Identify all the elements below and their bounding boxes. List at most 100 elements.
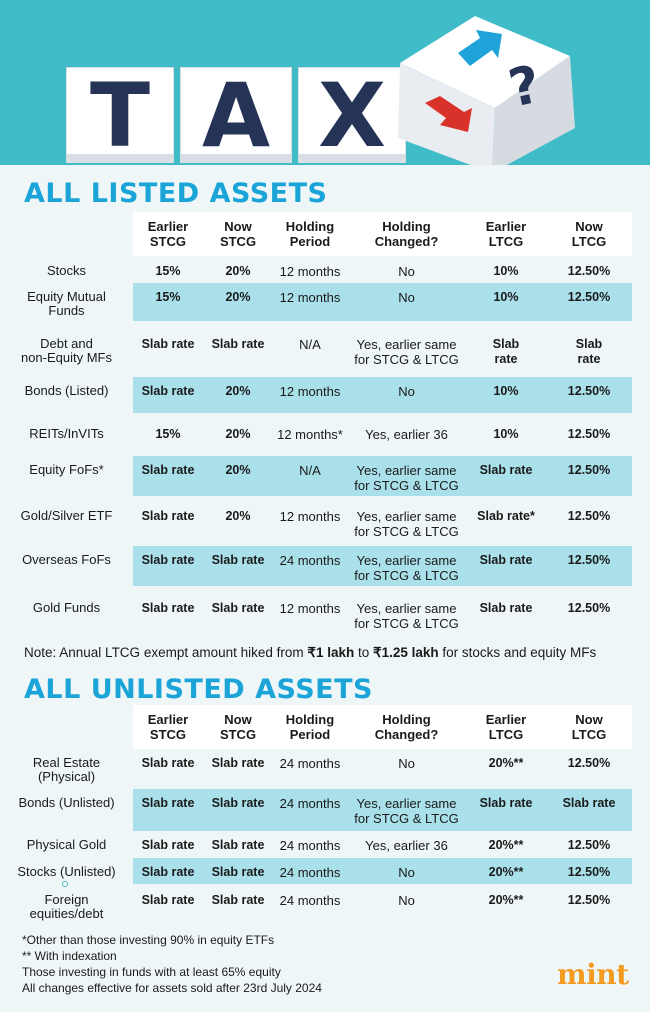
- cell-earlier-stcg: Slab rate: [141, 796, 195, 810]
- row-cells: Slab rate Slab rate N/A Yes, earlier same f…: [133, 330, 632, 377]
- cell-holding: 24 months: [279, 838, 341, 853]
- header-banner: T A X ?: [0, 0, 650, 165]
- asset-label: Physical Gold: [26, 837, 107, 852]
- cell-now-stcg: 20%: [225, 384, 251, 398]
- cell-changed: Yes, earlier same for STCG & LTCG: [354, 796, 459, 826]
- cell-changed: Yes, earlier same for STCG & LTCG: [354, 601, 459, 631]
- table-row: REITs/InVITs 15% 20% 12 months* Yes, earlier…: [0, 420, 650, 456]
- cell-now-stcg: 20%: [225, 509, 251, 523]
- cell-now-ltcg: 12.50%: [567, 290, 611, 304]
- asset-label: Real Estate (Physical): [32, 755, 101, 784]
- row-cells: Slab rate Slab rate 24 months No 20%** 12.50%: [133, 858, 632, 884]
- cell-changed: Yes, earlier 36: [365, 838, 448, 853]
- footnote: Those investing in funds with at least 6…: [22, 965, 281, 979]
- cell-now-ltcg: 12.50%: [567, 865, 611, 879]
- cell-now-stcg: 20%: [225, 264, 251, 278]
- row-cells: Slab rate Slab rate 12 months Yes, earlier …: [133, 594, 632, 638]
- table-row: Bonds (Unlisted) Slab rate Slab rate 24 mon…: [0, 789, 650, 831]
- cell-now-stcg: Slab rate: [211, 838, 265, 852]
- cell-earlier-stcg: Slab rate: [141, 893, 195, 907]
- mint-logo: mint: [557, 958, 629, 991]
- cell-now-stcg: Slab rate: [211, 553, 265, 567]
- unlisted-header-row: Earlier STCG Now STCG Holding Period Hol…: [133, 705, 632, 749]
- table-row: Equity Mutual Funds 15% 20% 12 months No 10% 1…: [0, 283, 650, 321]
- cell-now-stcg: Slab rate: [211, 796, 265, 810]
- cell-now-stcg: Slab rate: [211, 893, 265, 907]
- cell-earlier-stcg: Slab rate: [141, 553, 195, 567]
- cell-holding: 24 months: [279, 553, 341, 568]
- cell-holding: 24 months: [279, 865, 341, 880]
- cell-now-ltcg: 12.50%: [567, 509, 611, 523]
- cell-now-ltcg: 12.50%: [567, 756, 611, 770]
- tax-letter-a: A: [180, 64, 292, 165]
- cell-holding: 24 months: [279, 796, 341, 811]
- cell-earlier-stcg: Slab rate: [141, 756, 195, 770]
- table-row: Overseas FoFs Slab rate Slab rate 24 months…: [0, 546, 650, 586]
- row-cells: Slab rate Slab rate 24 months Yes, earlier …: [133, 789, 632, 831]
- col-earlier-stcg: Earlier STCG: [147, 219, 189, 249]
- col-earlier-ltcg: Earlier LTCG: [485, 219, 527, 249]
- unlisted-title: ALL UNLISTED ASSETS: [24, 674, 373, 705]
- cell-now-stcg: Slab rate: [211, 756, 265, 770]
- tax-letter-t: T: [66, 64, 174, 165]
- asset-label: Debt and non-Equity MFs: [20, 336, 113, 365]
- cell-earlier-ltcg: 20%**: [488, 838, 524, 852]
- footnote: All changes effective for assets sold af…: [22, 981, 322, 995]
- asset-label: Stocks (Unlisted): [17, 864, 116, 879]
- ltcg-note: Note: Annual LTCG exempt amount hiked fr…: [24, 645, 596, 661]
- cell-earlier-stcg: Slab rate: [141, 463, 195, 477]
- cell-now-ltcg: Slab rate: [575, 337, 603, 366]
- col-holding-changed: Holding Changed?: [374, 712, 439, 742]
- cell-holding: 12 months: [279, 290, 341, 305]
- cell-now-ltcg: 12.50%: [567, 893, 611, 907]
- cell-earlier-ltcg: 10%: [493, 290, 519, 304]
- row-cells: 15% 20% 12 months* Yes, earlier 36 10% 12.50%: [133, 420, 632, 456]
- note-prefix: Note: Annual LTCG exempt amount hiked fr…: [24, 645, 308, 660]
- table-row: Physical Gold Slab rate Slab rate 24 months…: [0, 831, 650, 858]
- table-row: Real Estate (Physical) Slab rate Slab rate…: [0, 749, 650, 789]
- cell-earlier-stcg: Slab rate: [141, 838, 195, 852]
- asset-label: Bonds (Unlisted): [18, 795, 115, 810]
- asset-label: Equity Mutual Funds: [27, 289, 106, 318]
- table-row: Equity FoFs* Slab rate 20% N/A Yes, earlier …: [0, 456, 650, 496]
- tax-cube-icon: ?: [398, 16, 575, 165]
- asset-label: REITs/InVITs: [29, 426, 104, 441]
- cell-earlier-ltcg: Slab rate: [479, 553, 533, 567]
- cell-now-stcg: 20%: [225, 463, 251, 477]
- cell-earlier-stcg: Slab rate: [141, 601, 195, 615]
- cell-holding: 12 months*: [277, 427, 343, 442]
- row-cells: 15% 20% 12 months No 10% 12.50%: [133, 283, 632, 321]
- row-cells: Slab rate Slab rate 24 months No 20%** 12.50%: [133, 886, 632, 922]
- table-row: Gold/Silver ETF Slab rate 20% 12 months Yes,…: [0, 502, 650, 546]
- cell-changed: No: [398, 264, 415, 279]
- cell-holding: N/A: [299, 463, 321, 478]
- row-cells: Slab rate 20% 12 months Yes, earlier same f…: [133, 502, 632, 546]
- cell-now-stcg: 20%: [225, 290, 251, 304]
- note-middle: to: [354, 645, 374, 660]
- asset-label: Gold/Silver ETF: [20, 508, 113, 523]
- cell-earlier-ltcg: 10%: [493, 427, 519, 441]
- cell-changed: No: [398, 756, 415, 771]
- cell-earlier-stcg: 15%: [155, 427, 181, 441]
- cell-now-ltcg: 12.50%: [567, 264, 611, 278]
- table-row: Stocks (Unlisted) Slab rate Slab rate 24 mo…: [0, 858, 650, 884]
- cell-holding: 12 months: [279, 384, 341, 399]
- cell-earlier-ltcg: 10%: [493, 384, 519, 398]
- cell-changed: No: [398, 865, 415, 880]
- cell-holding: 12 months: [279, 264, 341, 279]
- dot-marker: [62, 881, 68, 887]
- cell-now-ltcg: 12.50%: [567, 553, 611, 567]
- note-suffix: for stocks and equity MFs: [438, 645, 597, 660]
- row-cells: 15% 20% 12 months No 10% 12.50%: [133, 257, 632, 283]
- table-row: Gold Funds Slab rate Slab rate 12 months Yes…: [0, 594, 650, 638]
- row-cells: Slab rate Slab rate 24 months Yes, earlier …: [133, 831, 632, 858]
- row-cells: Slab rate 20% N/A Yes, earlier same for STC…: [133, 456, 632, 496]
- table-row: Stocks 15% 20% 12 months No 10% 12.50%: [0, 257, 650, 283]
- footnote: *Other than those investing 90% in equit…: [22, 933, 275, 947]
- col-holding-period: Holding Period: [285, 219, 335, 249]
- col-now-stcg: Now STCG: [219, 712, 257, 742]
- col-now-ltcg: Now LTCG: [571, 219, 607, 249]
- cell-now-ltcg: Slab rate: [562, 796, 616, 810]
- row-cells: Slab rate Slab rate 24 months Yes, earlier …: [133, 546, 632, 586]
- asset-label: Stocks: [46, 263, 86, 278]
